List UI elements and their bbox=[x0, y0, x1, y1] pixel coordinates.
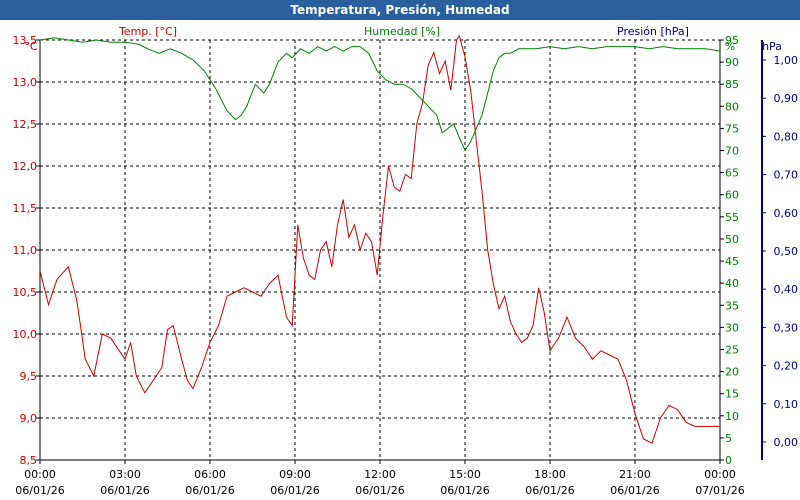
humidity-tick-label: 65 bbox=[725, 167, 739, 180]
temp-tick-label: 12,5 bbox=[13, 118, 38, 131]
humidity-tick-label: 35 bbox=[725, 299, 739, 312]
pressure-tick-label: 0,30 bbox=[774, 321, 799, 334]
pressure-tick-label: 0,90 bbox=[774, 92, 799, 105]
chart-area: 8,5 9,0 9,5 10,0 10,5 11,0 11,5 12,0 12,5 13,0 13,… bbox=[13, 25, 799, 497]
series-lines bbox=[39, 34, 721, 444]
x-tick-date: 06/01/26 bbox=[610, 484, 659, 497]
humidity-tick-label: 70 bbox=[725, 145, 739, 158]
temp-tick-label: 11,0 bbox=[13, 244, 38, 257]
temp-tick-label: 9,5 bbox=[20, 370, 38, 383]
pressure-tick-label: 0,40 bbox=[774, 283, 799, 296]
humidity-tick-label: 55 bbox=[725, 211, 739, 224]
humidity-tick-label: 80 bbox=[725, 100, 739, 113]
humidity-tick-label: 10 bbox=[725, 410, 739, 423]
temp-tick-label: 10,5 bbox=[13, 286, 38, 299]
x-tick-time: 15:00 bbox=[449, 468, 481, 481]
x-tick-time: 00:00 bbox=[24, 468, 56, 481]
humidity-tick-label: 20 bbox=[725, 366, 739, 379]
x-tick-time: 09:00 bbox=[279, 468, 311, 481]
x-tick-date: 06/01/26 bbox=[355, 484, 404, 497]
pressure-tick-label: 0,20 bbox=[774, 360, 799, 373]
humidity-tick-label: 60 bbox=[725, 189, 739, 202]
tick-labels: 8,5 9,0 9,5 10,0 10,5 11,0 11,5 12,0 12,5 13,0 13,… bbox=[13, 34, 799, 497]
x-tick-date: 06/01/26 bbox=[525, 484, 574, 497]
humidity-tick-label: 95 bbox=[725, 34, 739, 47]
humidity-axis-label: Humedad [%] bbox=[364, 25, 440, 38]
x-tick-date: 06/01/26 bbox=[440, 484, 489, 497]
pressure-tick-label: 0,10 bbox=[774, 398, 799, 411]
x-tick-time: 06:00 bbox=[194, 468, 226, 481]
x-tick-time: 21:00 bbox=[619, 468, 651, 481]
x-tick-date: 07/01/26 bbox=[695, 484, 744, 497]
x-tick-date: 06/01/26 bbox=[15, 484, 64, 497]
temp-tick-label: 12,0 bbox=[13, 160, 38, 173]
x-tick-time: 00:00 bbox=[704, 468, 736, 481]
temp-series-line bbox=[39, 34, 720, 444]
temp-tick-label: 13,0 bbox=[13, 76, 38, 89]
pressure-tick-label: 0,80 bbox=[774, 130, 799, 143]
humidity-tick-label: 0 bbox=[725, 454, 732, 467]
humidity-tick-label: 30 bbox=[725, 321, 739, 334]
humidity-tick-label: 40 bbox=[725, 277, 739, 290]
humidity-unit: % bbox=[725, 40, 735, 53]
temp-tick-label: 8,5 bbox=[20, 454, 38, 467]
pressure-axis-label: Presión [hPa] bbox=[617, 25, 689, 38]
x-tick-date: 06/01/26 bbox=[185, 484, 234, 497]
temp-tick-label: 11,5 bbox=[13, 202, 38, 215]
axis-labels: Temp. [°C] Humedad [%] Presión [hPa] °C … bbox=[24, 25, 782, 53]
x-tick-time: 12:00 bbox=[364, 468, 396, 481]
pressure-tick-label: 1,00 bbox=[774, 54, 799, 67]
x-tick-time: 03:00 bbox=[109, 468, 141, 481]
humidity-series-line bbox=[39, 37, 721, 152]
pressure-tick-label: 0,60 bbox=[774, 207, 799, 220]
temp-tick-label: 13,5 bbox=[13, 34, 38, 47]
pressure-tick-label: 0,00 bbox=[774, 436, 799, 449]
temp-tick-label: 9,0 bbox=[20, 412, 38, 425]
humidity-tick-label: 45 bbox=[725, 255, 739, 268]
temp-axis-label: Temp. [°C] bbox=[118, 25, 177, 38]
x-tick-date: 06/01/26 bbox=[270, 484, 319, 497]
humidity-tick-label: 15 bbox=[725, 388, 739, 401]
pressure-tick-label: 0,50 bbox=[774, 245, 799, 258]
humidity-tick-label: 50 bbox=[725, 233, 739, 246]
pressure-unit: hPa bbox=[762, 40, 782, 53]
temp-tick-label: 10,0 bbox=[13, 328, 38, 341]
temp-unit: °C bbox=[24, 40, 38, 53]
humidity-tick-label: 85 bbox=[725, 78, 739, 91]
x-tick-date: 06/01/26 bbox=[100, 484, 149, 497]
pressure-tick-label: 0,70 bbox=[774, 169, 799, 182]
x-tick-time: 18:00 bbox=[534, 468, 566, 481]
humidity-tick-label: 5 bbox=[725, 432, 732, 445]
chart-title: Temperatura, Presión, Humedad bbox=[0, 0, 800, 20]
humidity-tick-label: 90 bbox=[725, 56, 739, 69]
humidity-tick-label: 25 bbox=[725, 343, 739, 356]
humidity-tick-label: 75 bbox=[725, 122, 739, 135]
